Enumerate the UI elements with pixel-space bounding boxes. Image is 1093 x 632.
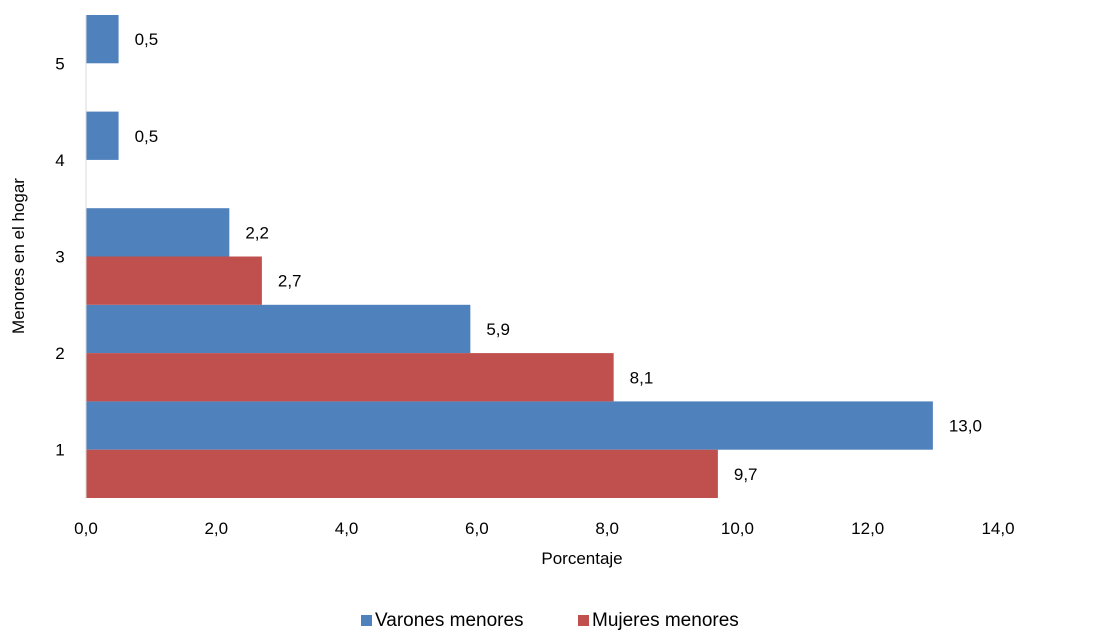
data-label-mujeres-3: 2,7	[278, 272, 302, 291]
x-tick-label: 10,0	[721, 519, 754, 538]
bar-varones-2	[86, 304, 471, 354]
legend-label-varones: Varones menores	[375, 610, 524, 631]
x-tick-label: 14,0	[981, 519, 1014, 538]
bar-varones-4	[86, 111, 119, 160]
legend-swatch-mujeres	[578, 615, 589, 626]
data-label-mujeres-1: 9,7	[734, 465, 758, 484]
x-tick-label: 6,0	[465, 519, 489, 538]
legend-label-mujeres: Mujeres menores	[592, 610, 739, 631]
y-tick-label-4: 4	[55, 151, 64, 170]
bar-varones-5	[86, 15, 119, 64]
bar-mujeres-3	[86, 256, 262, 305]
bar-mujeres-1	[86, 449, 718, 498]
x-tick-label: 8,0	[595, 519, 619, 538]
x-axis-title: Porcentaje	[541, 549, 622, 568]
data-label-varones-4: 0,5	[135, 127, 159, 146]
x-tick-label: 12,0	[851, 519, 884, 538]
legend-swatch-varones	[361, 615, 372, 626]
bar-varones-3	[86, 208, 230, 257]
y-axis-title: Menores en el hogar	[9, 178, 28, 334]
data-label-varones-2: 5,9	[486, 320, 510, 339]
x-tick-label: 0,0	[74, 519, 98, 538]
data-label-varones-3: 2,2	[245, 223, 269, 242]
y-tick-label-2: 2	[55, 344, 64, 363]
y-tick-label-1: 1	[55, 441, 64, 460]
legend: Varones menores Mujeres menores	[361, 610, 739, 631]
bars-group	[86, 15, 933, 498]
data-label-mujeres-2: 8,1	[630, 368, 654, 387]
x-tick-labels: 0,0 2,0 4,0 6,0 8,0 10,0 12,0 14,0	[74, 519, 1014, 538]
x-tick-label: 2,0	[204, 519, 228, 538]
y-tick-label-5: 5	[55, 54, 64, 73]
data-label-varones-1: 13,0	[949, 417, 982, 436]
bar-mujeres-2	[86, 353, 614, 402]
y-tick-labels: 1 2 3 4 5	[55, 54, 64, 459]
bar-varones-1	[86, 401, 933, 450]
data-labels-group: 13,0 9,7 5,9 8,1 2,2 2,7 0,5 0,5	[135, 30, 982, 484]
data-label-varones-5: 0,5	[135, 30, 159, 49]
y-tick-label-3: 3	[55, 248, 64, 267]
x-tick-label: 4,0	[335, 519, 359, 538]
